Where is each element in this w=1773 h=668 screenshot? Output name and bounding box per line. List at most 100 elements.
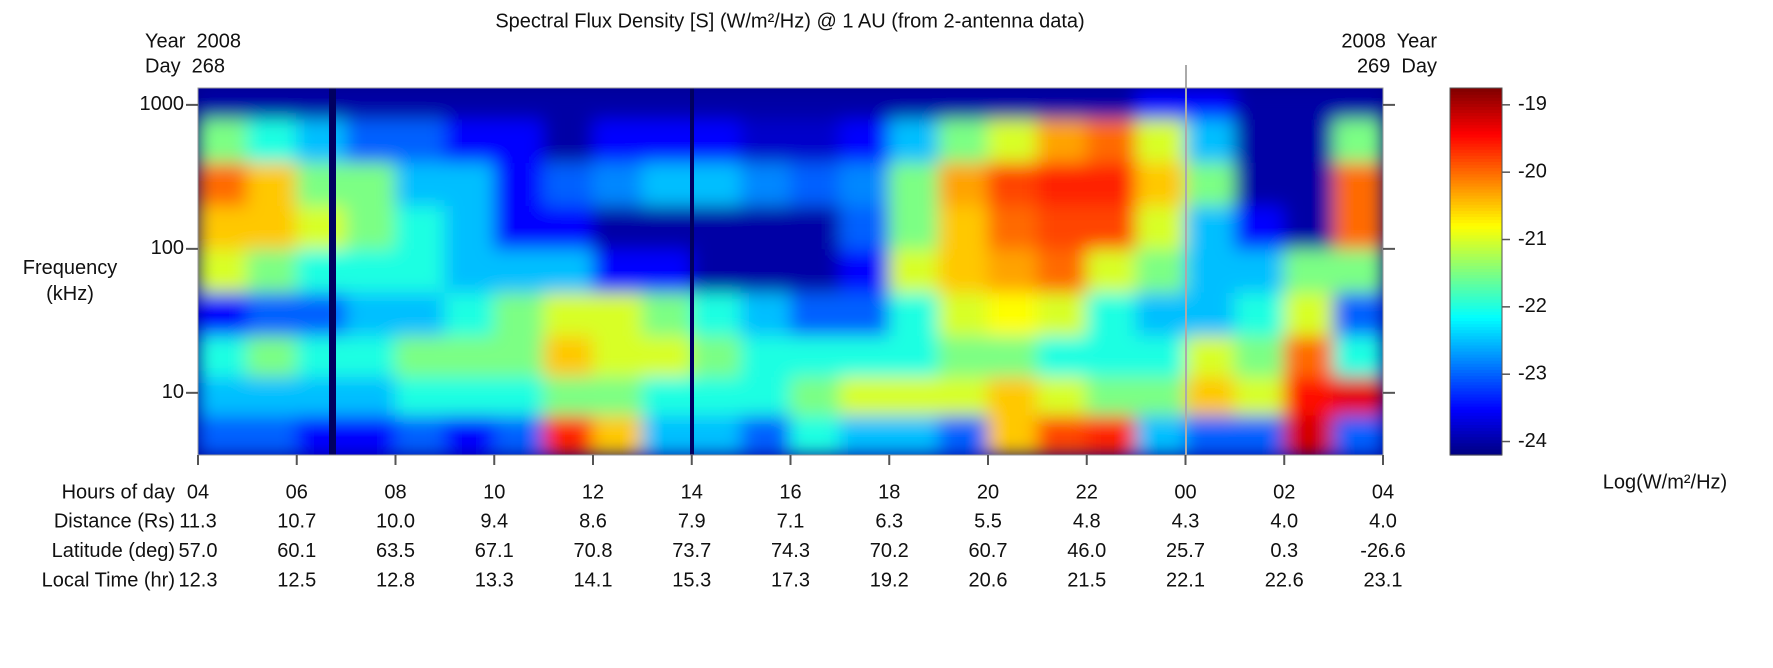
heatmap-cell: [543, 118, 594, 163]
y-tick-label: 10: [162, 381, 184, 403]
ephemeris-value: 0.3: [1270, 540, 1298, 562]
heatmap-cell: [641, 375, 693, 416]
colorbar-swatch: [1450, 338, 1502, 343]
colorbar-swatch: [1450, 409, 1502, 413]
heatmap-cell: [938, 161, 989, 207]
colorbar-swatch: [1450, 412, 1502, 416]
heatmap-cell: [1234, 291, 1285, 337]
ephemeris-value: 12.8: [376, 569, 415, 591]
heatmap-cell: [1086, 88, 1137, 120]
heatmap-cell: [198, 375, 248, 416]
y-axis-label: Frequency (kHz): [22, 257, 118, 305]
heatmap-cell: [1086, 118, 1137, 163]
colorbar-swatch: [1450, 158, 1502, 162]
heatmap-cell: [345, 375, 396, 416]
x-tick-label: 00: [1174, 481, 1196, 503]
heatmap-cell: [395, 161, 446, 207]
colorbar-swatch: [1450, 415, 1502, 419]
end-day: 269 Day: [1357, 55, 1437, 77]
heatmap-cell: [839, 375, 890, 416]
heatmap-cell: [296, 335, 347, 377]
heatmap-cell: [987, 161, 1038, 207]
colorbar-swatch: [1450, 363, 1502, 367]
x-tick-label: 08: [384, 481, 406, 503]
heatmap-cell: [395, 335, 446, 377]
heatmap-cell: [1135, 161, 1186, 207]
x-tick-label: 04: [1372, 481, 1394, 503]
y-tick-label: 1000: [140, 93, 185, 115]
heatmap-cell: [198, 205, 248, 250]
heatmap-cell: [543, 414, 594, 455]
heatmap-cell: [839, 161, 890, 207]
heatmap-cell: [740, 414, 791, 455]
heatmap-cell: [345, 118, 396, 163]
heatmap-cell: [1036, 248, 1088, 293]
heatmap-cell: [444, 414, 495, 455]
colorbar-swatch: [1450, 164, 1502, 169]
heatmap-cell: [1333, 291, 1383, 337]
colorbar-swatch: [1450, 222, 1502, 227]
ephemeris-value: 21.5: [1067, 569, 1106, 591]
colorbar-swatch: [1450, 259, 1502, 263]
heatmap-cell: [543, 161, 594, 207]
heatmap-cell: [444, 88, 495, 120]
heatmap-cell: [592, 161, 643, 207]
x-tick-label: 04: [187, 481, 209, 503]
heatmap-cell: [296, 414, 347, 455]
ephemeris-value: 12.5: [277, 569, 316, 591]
heatmap-cell: [938, 118, 989, 163]
colorbar-swatch: [1450, 225, 1502, 230]
heatmap-cell: [1185, 335, 1236, 377]
colorbar-swatch: [1450, 133, 1502, 138]
colorbar-swatch: [1450, 256, 1502, 260]
heatmap-cell: [592, 414, 643, 455]
heatmap-cell: [839, 414, 890, 455]
heatmap-cell: [444, 161, 495, 207]
colorbar-swatch: [1450, 97, 1502, 101]
heatmap-cell: [198, 161, 248, 207]
colorbar-swatch: [1450, 299, 1502, 303]
colorbar-swatch: [1450, 109, 1502, 114]
colorbar-swatch: [1450, 210, 1502, 214]
heatmap-cell: [740, 335, 791, 377]
heatmap-cell: [1185, 375, 1236, 416]
heatmap-cell: [198, 291, 248, 337]
ephemeris-value: 70.2: [870, 540, 909, 562]
colorbar-swatch: [1450, 115, 1502, 120]
colorbar-swatch: [1450, 286, 1502, 291]
heatmap-cell: [1086, 291, 1137, 337]
heatmap-cell: [1185, 161, 1236, 207]
heatmap-cell: [1333, 335, 1383, 377]
heatmap-cell: [395, 205, 446, 250]
heatmap-cell: [691, 414, 742, 455]
heatmap-cell: [790, 88, 841, 120]
heatmap-cell: [691, 161, 742, 207]
heatmap-cell: [1234, 88, 1285, 120]
heatmap-cell: [1283, 205, 1335, 250]
x-tick-label: 20: [977, 481, 999, 503]
colorbar-swatch: [1450, 326, 1502, 331]
heatmap-cell: [1333, 205, 1383, 250]
heatmap-cell: [592, 291, 643, 337]
colorbar-swatch: [1450, 139, 1502, 144]
heatmap-cell: [1333, 161, 1383, 207]
heatmap-cell: [641, 414, 693, 455]
chart-title: Spectral Flux Density [S] (W/m²/Hz) @ 1 …: [495, 10, 1084, 32]
colorbar-swatch: [1450, 182, 1502, 187]
heatmap-cell: [1135, 248, 1186, 293]
heatmap-cell: [691, 335, 742, 377]
colorbar-swatch: [1450, 136, 1502, 141]
heatmap-cell: [641, 88, 693, 120]
x-axis-label: Hours of day: [62, 481, 175, 503]
heatmap-cell: [790, 248, 841, 293]
ephemeris-value: 12.3: [179, 569, 218, 591]
heatmap-cell: [493, 118, 545, 163]
colorbar-swatch: [1450, 314, 1502, 318]
ephemeris-value: 60.7: [969, 540, 1008, 562]
colorbar-swatch: [1450, 436, 1502, 441]
x-tick-label: 10: [483, 481, 505, 503]
heatmap-cell: [740, 161, 791, 207]
heatmap-cell: [592, 335, 643, 377]
ephemeris-value: 13.3: [475, 569, 514, 591]
colorbar-swatch: [1450, 439, 1502, 444]
